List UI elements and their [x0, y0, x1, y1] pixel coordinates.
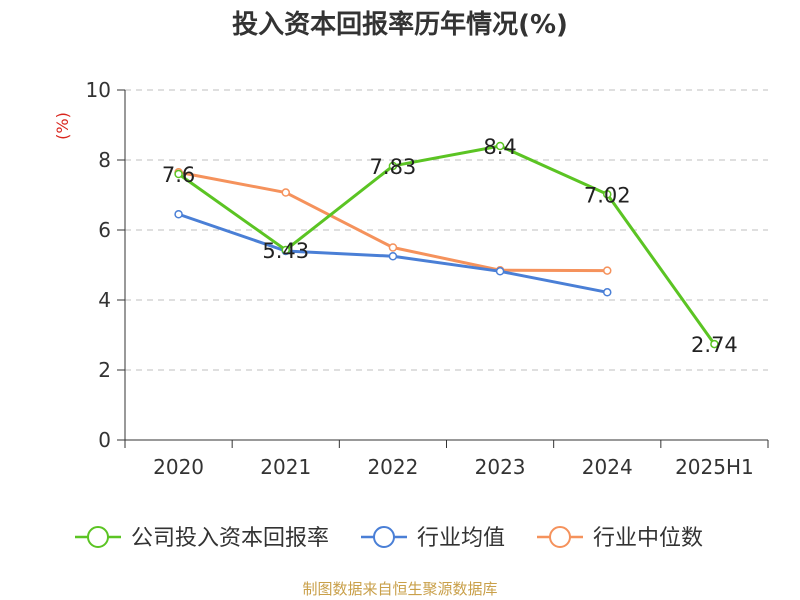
data-point: [710, 339, 719, 349]
y-tick-label: 0: [98, 428, 111, 452]
data-point: [174, 169, 183, 179]
data-point: [388, 252, 398, 261]
data-point: [281, 245, 290, 255]
axes: 0 2 4 6 8 10 2020 2021 2022 2023 2024 2025H1: [86, 78, 769, 479]
x-tick-label: 2022: [367, 455, 418, 479]
x-tick-label: 2025H1: [675, 455, 754, 479]
x-tick-label: 2024: [582, 455, 633, 479]
y-tick-label: 8: [98, 148, 111, 172]
legend-label: 公司投入资本回报率: [131, 526, 329, 551]
legend-item: 公司投入资本回报率: [75, 526, 329, 551]
y-tick-label: 2: [98, 358, 111, 382]
x-tick-label: 2021: [260, 455, 311, 479]
legend-item: 行业均值: [361, 526, 505, 551]
data-label: 7.83: [370, 155, 417, 179]
legend: 公司投入资本回报率 行业均值 行业中位数: [75, 526, 703, 551]
data-point: [603, 190, 612, 199]
data-label: 8.4: [483, 135, 516, 159]
series-line: [177, 144, 716, 345]
data-label: 5.43: [262, 239, 309, 263]
data-point: [603, 288, 612, 297]
legend-marker: [87, 526, 109, 548]
data-point: [603, 266, 612, 275]
source-note: 制图数据来自恒生聚源数据库: [302, 580, 498, 598]
legend-marker: [373, 526, 395, 548]
grid-lines: [125, 89, 768, 371]
y-tick-label: 4: [98, 288, 111, 312]
data-point: [388, 243, 398, 252]
data-label: 7.6: [162, 163, 195, 187]
chart-title: 投入资本回报率历年情况(%): [232, 10, 568, 40]
data-point: [174, 210, 183, 219]
y-tick-label: 10: [86, 78, 111, 102]
legend-marker: [549, 526, 571, 548]
series-lines: [174, 141, 719, 349]
data-label: 2.74: [691, 333, 738, 357]
y-tick-label: 6: [98, 218, 111, 242]
data-labels: 7.6 5.43 7.83 8.4 7.02 2.74: [162, 135, 738, 357]
data-point: [495, 267, 505, 276]
legend-label: 行业均值: [417, 526, 505, 551]
x-tick-label: 2023: [475, 455, 526, 479]
data-point: [388, 161, 398, 171]
data-point: [281, 188, 290, 197]
data-point: [495, 141, 505, 151]
y-axis-label: (%): [53, 112, 72, 140]
x-tick-label: 2020: [153, 455, 204, 479]
data-label: 7.02: [584, 183, 631, 207]
legend-label: 行业中位数: [593, 526, 703, 551]
legend-item: 行业中位数: [537, 526, 703, 551]
